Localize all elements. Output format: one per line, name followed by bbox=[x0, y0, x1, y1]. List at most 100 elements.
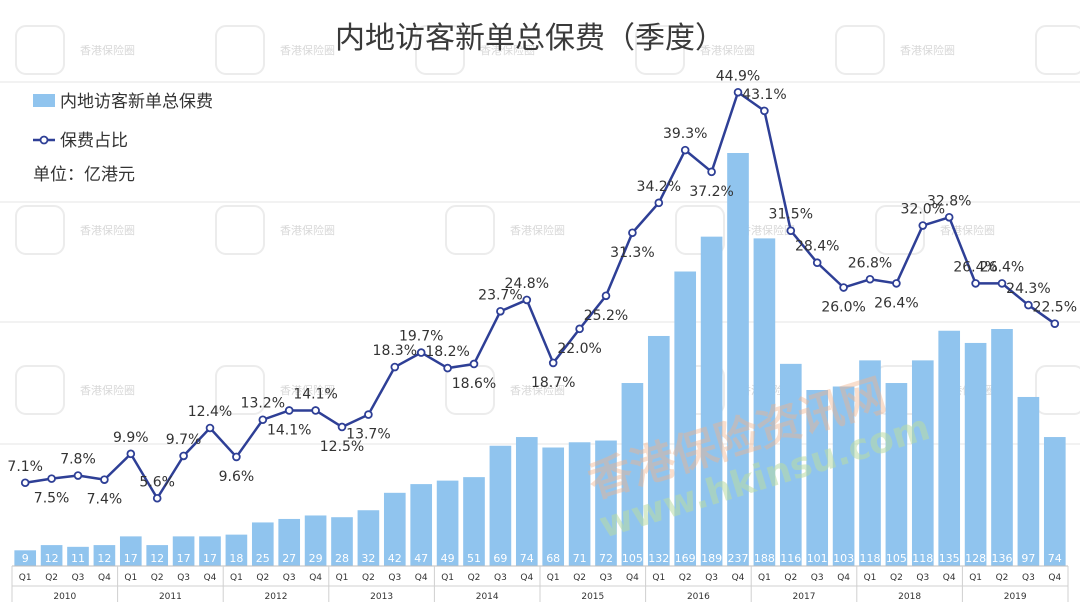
quarter-label-14: Q3 bbox=[388, 573, 401, 583]
quarter-label-27: Q4 bbox=[732, 573, 745, 583]
bar-label-4: 17 bbox=[124, 552, 138, 565]
quarter-label-31: Q4 bbox=[837, 573, 850, 583]
ratio-label-27: 44.9% bbox=[716, 68, 760, 84]
watermark-badge-text-10: 香港保险圈 bbox=[940, 223, 995, 237]
quarter-label-30: Q3 bbox=[811, 573, 824, 583]
ratio-point-16 bbox=[443, 363, 452, 373]
bar-label-10: 27 bbox=[282, 552, 296, 565]
quarter-label-12: Q1 bbox=[336, 573, 349, 583]
ratio-label-0: 7.1% bbox=[7, 459, 43, 475]
ratio-line-series bbox=[20, 87, 1060, 503]
bar-label-2: 11 bbox=[71, 552, 85, 565]
ratio-point-9 bbox=[258, 415, 268, 425]
ratio-point-39 bbox=[1050, 319, 1060, 328]
ratio-point-20 bbox=[548, 358, 558, 368]
bar-13 bbox=[357, 510, 380, 566]
ratio-label-25: 39.3% bbox=[663, 126, 707, 142]
quarter-label-11: Q4 bbox=[309, 573, 322, 583]
quarter-label-23: Q4 bbox=[626, 573, 639, 583]
ratio-label-38: 24.3% bbox=[1006, 281, 1050, 297]
ratio-label-23: 31.3% bbox=[610, 245, 654, 261]
ratio-label-37: 26.4% bbox=[980, 259, 1024, 275]
year-label-3: 2013 bbox=[370, 592, 393, 602]
ratio-label-7: 12.4% bbox=[188, 404, 232, 420]
bar-1 bbox=[40, 545, 63, 566]
watermark-badge-text-4: 香港保险圈 bbox=[900, 43, 955, 57]
watermark-badge-2 bbox=[415, 25, 465, 75]
unit-label: 单位：亿港元 bbox=[33, 165, 135, 185]
bar-18 bbox=[489, 445, 512, 566]
bar-36 bbox=[964, 342, 987, 566]
ratio-point-27 bbox=[733, 87, 743, 97]
quarter-label-0: Q1 bbox=[19, 573, 32, 583]
ratio-point-37 bbox=[997, 279, 1007, 288]
watermark-badge-0 bbox=[15, 25, 65, 75]
year-label-2: 2012 bbox=[265, 592, 288, 602]
bar-0 bbox=[14, 550, 37, 566]
bar-3 bbox=[93, 545, 116, 566]
bar-series bbox=[14, 153, 1066, 566]
bar-label-9: 25 bbox=[256, 552, 270, 565]
bar-label-32: 118 bbox=[860, 552, 881, 565]
quarter-label-6: Q3 bbox=[177, 573, 190, 583]
bar-label-35: 135 bbox=[939, 552, 960, 565]
ratio-label-6: 9.7% bbox=[166, 432, 202, 448]
bar-label-26: 189 bbox=[701, 552, 722, 565]
ratio-label-32: 26.8% bbox=[848, 255, 892, 271]
ratio-label-26: 37.2% bbox=[689, 184, 733, 200]
ratio-label-31: 26.0% bbox=[821, 300, 865, 316]
ratio-label-20: 18.7% bbox=[531, 375, 575, 391]
legend-line-marker bbox=[39, 135, 49, 145]
ratio-point-21 bbox=[575, 324, 584, 334]
quarter-label-15: Q4 bbox=[415, 573, 428, 583]
watermark-badge-16 bbox=[1035, 365, 1080, 415]
legend: 内地访客新单总保费 保费占比 单位：亿港元 bbox=[33, 92, 213, 185]
quarter-label-3: Q4 bbox=[98, 573, 111, 583]
bar-label-22: 72 bbox=[599, 552, 613, 565]
bar-label-24: 132 bbox=[648, 552, 669, 565]
ratio-label-16: 18.2% bbox=[425, 344, 469, 360]
bar-label-29: 116 bbox=[780, 552, 801, 565]
quarter-label-28: Q1 bbox=[758, 573, 771, 583]
bar-32 bbox=[859, 360, 881, 566]
bar-8 bbox=[225, 534, 248, 566]
bar-label-33: 105 bbox=[886, 552, 907, 565]
ratio-point-25 bbox=[680, 145, 690, 155]
ratio-label-11: 14.1% bbox=[293, 386, 337, 402]
bar-label-25: 169 bbox=[675, 552, 696, 565]
ratio-label-19: 24.8% bbox=[505, 276, 549, 292]
quarter-label-21: Q2 bbox=[573, 573, 586, 583]
bar-26 bbox=[700, 236, 723, 566]
ratio-point-14 bbox=[390, 362, 400, 372]
ratio-label-3: 7.4% bbox=[87, 492, 123, 508]
ratio-label-18: 23.7% bbox=[478, 287, 522, 303]
ratio-point-6 bbox=[179, 451, 188, 461]
ratio-point-28 bbox=[760, 106, 769, 116]
bar-label-37: 136 bbox=[992, 552, 1013, 565]
bar-label-34: 118 bbox=[912, 552, 933, 565]
bar-label-7: 17 bbox=[203, 552, 217, 565]
year-label-1: 2011 bbox=[159, 592, 182, 602]
bar-label-18: 69 bbox=[493, 552, 507, 565]
ratio-label-21: 22.0% bbox=[557, 341, 601, 357]
bar-31 bbox=[832, 386, 855, 566]
watermark-badge-5 bbox=[1035, 25, 1080, 75]
bar-10 bbox=[278, 518, 301, 566]
quarter-label-1: Q2 bbox=[45, 573, 58, 583]
ratio-label-5: 5.6% bbox=[139, 474, 175, 490]
quarter-label-2: Q3 bbox=[72, 573, 85, 583]
ratio-point-13 bbox=[364, 410, 373, 419]
bar-39 bbox=[1043, 437, 1066, 566]
ratio-label-1: 7.5% bbox=[34, 491, 70, 507]
ratio-point-38 bbox=[1024, 300, 1033, 310]
bar-33 bbox=[885, 383, 908, 566]
ratio-label-39: 22.5% bbox=[1033, 300, 1077, 316]
bar-label-36: 128 bbox=[965, 552, 986, 565]
ratio-label-4: 9.9% bbox=[113, 430, 149, 446]
bar-17 bbox=[463, 477, 485, 566]
quarter-label-17: Q2 bbox=[468, 573, 481, 583]
bar-15 bbox=[410, 484, 433, 566]
ratio-point-32 bbox=[865, 274, 875, 284]
bar-label-11: 29 bbox=[309, 552, 323, 565]
bar-label-39: 74 bbox=[1048, 552, 1062, 565]
